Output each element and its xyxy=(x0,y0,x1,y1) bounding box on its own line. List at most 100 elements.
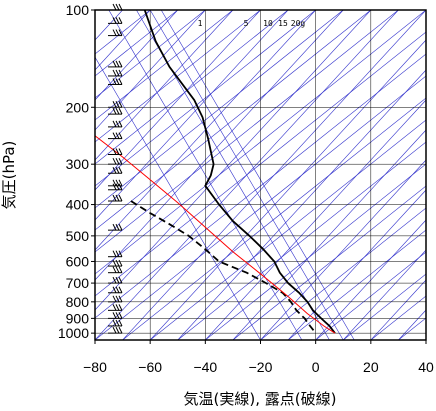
wind-barb-flag xyxy=(118,194,123,202)
dry-adiabat-line xyxy=(343,273,426,340)
wind-barb xyxy=(108,78,123,85)
y-tick-label: 100 xyxy=(66,2,90,18)
wind-barb-flag xyxy=(115,326,120,334)
wind-barb xyxy=(108,259,123,267)
dry-adiabat-line xyxy=(95,10,289,165)
wind-barb-flag xyxy=(118,304,123,311)
x-tick-label: −80 xyxy=(83,359,107,375)
wind-barb-flag xyxy=(112,148,117,155)
isotherm-line xyxy=(370,279,426,340)
wind-barb-flag xyxy=(115,157,120,165)
wind-barbs xyxy=(108,3,123,334)
wind-barb-flag xyxy=(118,266,123,273)
wind-barb xyxy=(108,319,123,327)
dry-adiabat-line xyxy=(95,53,426,319)
y-tick-label: 800 xyxy=(66,294,90,310)
x-tick-label: 40 xyxy=(418,359,434,375)
x-tick-label: 20 xyxy=(363,359,379,375)
mixing-ratio-label: 20g xyxy=(291,19,306,28)
y-tick-label: 900 xyxy=(66,310,90,326)
wind-barb-flag xyxy=(115,266,120,273)
wind-barb-flag xyxy=(118,250,123,257)
wind-barb-flag xyxy=(118,312,123,319)
wind-barb-flag xyxy=(112,312,117,319)
mixing-ratio-label: 10 xyxy=(263,19,273,28)
dry-adiabat-line xyxy=(95,10,426,275)
isotherm-line xyxy=(260,159,426,340)
wind-barb-flag xyxy=(112,3,117,11)
wind-barb-flag xyxy=(115,304,120,311)
wind-barb-flag xyxy=(118,107,123,115)
isotherm-line xyxy=(343,249,426,340)
wind-barb-flag xyxy=(112,266,117,273)
isotherm-line xyxy=(177,69,426,340)
wind-barb-flag xyxy=(115,259,120,267)
dry-adiabat-line xyxy=(425,339,426,340)
wind-barb xyxy=(108,132,123,140)
x-tick-label: −40 xyxy=(193,359,217,375)
wind-barb-flag xyxy=(115,250,120,257)
isotherm-line xyxy=(149,39,426,340)
isotherm-line xyxy=(95,10,261,191)
wind-barb-flag xyxy=(115,312,120,319)
wind-barb xyxy=(108,107,123,115)
mixing-ratio-label: 1 xyxy=(198,19,203,28)
wind-barb xyxy=(108,326,123,334)
wind-barb-flag xyxy=(112,101,117,108)
wind-barb-flag xyxy=(112,326,117,334)
wind-barb-flag xyxy=(118,319,123,327)
wind-barb-flag xyxy=(115,17,120,24)
wind-barb-flag xyxy=(115,120,120,128)
x-tick-label: −20 xyxy=(249,359,273,375)
wind-barb-flag xyxy=(115,60,120,68)
wind-barb-flag xyxy=(118,295,123,303)
wind-barb xyxy=(108,276,123,284)
dry-adiabat-line xyxy=(95,10,234,121)
wind-barb-flag xyxy=(118,167,123,174)
wind-barb-flag xyxy=(115,69,120,77)
wind-barb-flag xyxy=(115,183,120,190)
dry-adiabat-line xyxy=(95,10,372,231)
y-tick-label: 500 xyxy=(66,228,90,244)
wind-barb xyxy=(108,101,123,108)
dry-adiabat-line xyxy=(149,119,426,340)
x-tick-label: 0 xyxy=(312,359,320,375)
x-axis: −80 −60 −40 −20 0 20 40 xyxy=(83,340,434,375)
wind-barb-flag xyxy=(112,78,117,85)
wind-barb-flag xyxy=(112,179,117,187)
dewpoint-line xyxy=(130,200,317,334)
wind-barb-flag xyxy=(115,167,120,174)
wind-barb-flag xyxy=(112,276,117,284)
mixing-ratio-line xyxy=(95,56,261,340)
x-axis-label: 気温(実線), 露点(破線) xyxy=(184,390,337,408)
wind-barb-flag xyxy=(112,29,117,36)
mixing-ratio-line xyxy=(160,10,355,340)
wind-barb-flag xyxy=(118,69,123,77)
wind-barb-flag xyxy=(112,223,117,231)
wind-barb xyxy=(108,286,123,294)
temperature-line xyxy=(143,10,336,334)
wind-barb-flag xyxy=(115,179,120,187)
wind-barb xyxy=(108,167,123,174)
wind-barb-flag xyxy=(115,276,120,284)
wind-barb-flag xyxy=(118,326,123,334)
dry-adiabat-line xyxy=(95,10,178,77)
isotherm-line xyxy=(425,339,426,340)
mixing-ratio-line xyxy=(149,10,344,340)
wind-barb xyxy=(108,60,123,68)
dry-adiabat-line xyxy=(95,10,316,187)
isotherm-line xyxy=(95,10,123,41)
wind-barb-flag xyxy=(112,157,117,165)
y-tick-label: 400 xyxy=(66,197,90,213)
isotherm-line xyxy=(287,189,426,340)
wind-barb xyxy=(108,183,123,191)
wind-barb xyxy=(108,194,123,202)
wind-barb-flag xyxy=(118,148,123,155)
dry-adiabat-line xyxy=(95,10,399,253)
wind-barb xyxy=(108,69,123,77)
wind-barb-flag xyxy=(118,60,123,68)
isotherm-line xyxy=(398,309,426,340)
wind-barb-flag xyxy=(118,17,123,24)
wind-barb xyxy=(108,250,123,258)
